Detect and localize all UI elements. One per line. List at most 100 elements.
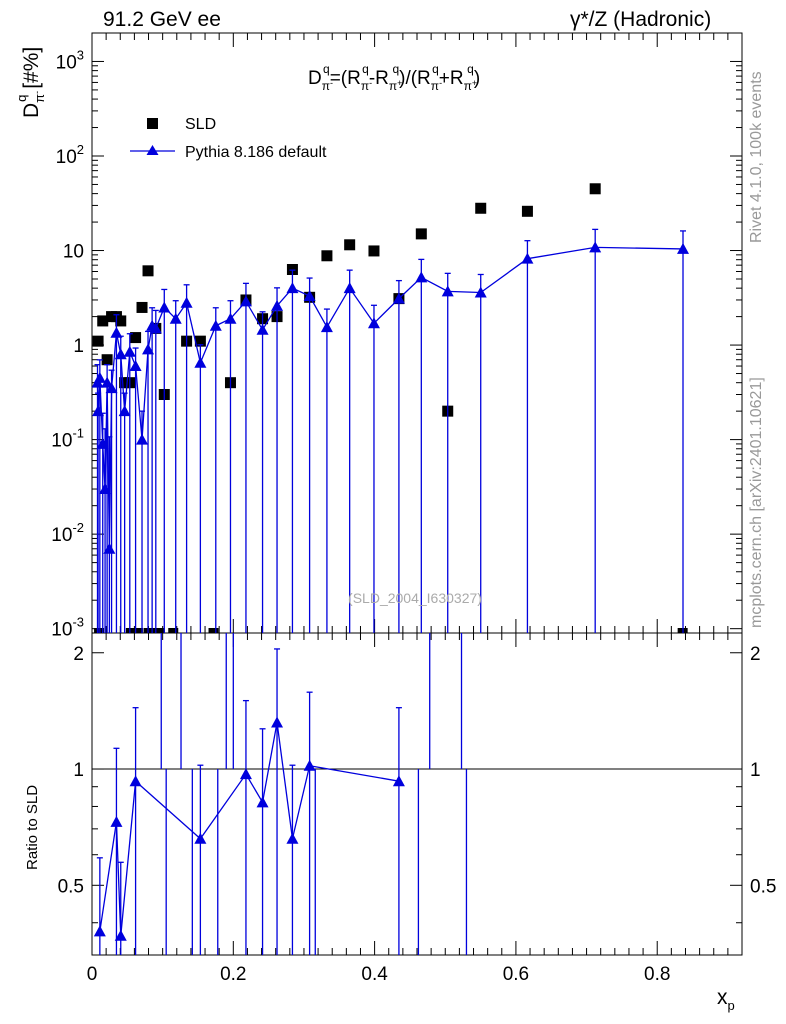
pythia-point bbox=[105, 382, 118, 394]
ratio-point bbox=[110, 815, 123, 827]
x-axis-label: xp bbox=[717, 986, 735, 1013]
sld-point-zero bbox=[132, 628, 143, 633]
y-tick-label: 10 bbox=[63, 242, 84, 263]
y-tick-label: 103 bbox=[56, 47, 84, 73]
pythia-point bbox=[224, 312, 237, 324]
sld-point bbox=[344, 239, 356, 251]
ratio-point bbox=[271, 716, 284, 728]
pythia-point bbox=[136, 433, 149, 445]
ratio-tick-label: 1 bbox=[750, 760, 761, 781]
sld-point-zero bbox=[154, 628, 165, 633]
pythia-point bbox=[129, 360, 142, 372]
pythia-point bbox=[123, 345, 136, 357]
pythia-point bbox=[99, 483, 112, 495]
sld-point-zero bbox=[94, 628, 105, 633]
ratio-point bbox=[239, 768, 252, 780]
sld-point bbox=[136, 301, 148, 313]
sld-point bbox=[101, 354, 113, 366]
ratio-point bbox=[129, 775, 142, 787]
svg-text:xp: xp bbox=[717, 986, 735, 1013]
pythia-point bbox=[392, 292, 405, 304]
ratio-point bbox=[114, 929, 127, 941]
sld-point bbox=[368, 245, 380, 257]
chart-title: Dπ-q=(Rπ-q-Rπ+q)/(Rπ-q+Rπ+q) bbox=[308, 62, 480, 93]
sld-point-zero bbox=[208, 628, 219, 633]
svg-text:Dπ-q [#%]: Dπ-q [#%] bbox=[14, 47, 47, 118]
x-tick-label: 0.2 bbox=[220, 964, 246, 985]
pythia-point bbox=[169, 312, 182, 324]
pythia-point bbox=[114, 348, 127, 360]
x-tick-label: 0.4 bbox=[361, 964, 388, 985]
pythia-point bbox=[96, 437, 109, 449]
ratio-panel-frame bbox=[91, 632, 743, 956]
pythia-point bbox=[149, 322, 162, 334]
ratio-point bbox=[392, 775, 405, 787]
sld-point bbox=[286, 263, 298, 275]
x-tick-label: 0.6 bbox=[503, 964, 529, 985]
ratio-point bbox=[256, 796, 269, 808]
legend: SLD Pythia 8.186 default bbox=[130, 116, 327, 161]
y-axis-label: Dπ-q [#%] bbox=[14, 47, 47, 118]
ratio-tick-label: 2 bbox=[750, 644, 761, 665]
pythia-point bbox=[521, 252, 534, 264]
sld-point bbox=[415, 228, 427, 240]
pythia-point bbox=[271, 299, 284, 311]
ratio-point bbox=[194, 832, 207, 844]
pythia-point bbox=[320, 321, 333, 333]
sld-point bbox=[115, 315, 127, 327]
y-tick-label: 102 bbox=[56, 142, 84, 168]
pythia-point bbox=[589, 241, 602, 253]
ratio-tick-label: 1 bbox=[73, 760, 84, 781]
ratio-point bbox=[286, 832, 299, 844]
chart-axes: 10-3 10-2 10-1 1 10 102 103 0 0.2 0.4 0.6 0.8 0.5 0.5… bbox=[51, 32, 776, 985]
legend-pythia-label: Pythia 8.186 default bbox=[185, 144, 327, 161]
pythia-point bbox=[286, 282, 299, 294]
ratio-point bbox=[303, 759, 316, 771]
pythia-point bbox=[677, 242, 690, 254]
pythia-point bbox=[343, 282, 356, 294]
pythia-point bbox=[180, 296, 193, 308]
ratio-line bbox=[99, 722, 400, 936]
pythia-point bbox=[118, 405, 131, 417]
y-tick-label: 10-3 bbox=[51, 615, 84, 641]
chart-frame bbox=[91, 32, 743, 956]
ratio-tick-label: 0.5 bbox=[58, 876, 84, 897]
sld-point bbox=[475, 202, 487, 214]
sld-point-zero bbox=[149, 628, 160, 633]
ratio-tick-label: 0.5 bbox=[750, 876, 776, 897]
ratio-tick-label: 2 bbox=[73, 644, 84, 665]
sld-point bbox=[521, 205, 533, 217]
pythia-point bbox=[441, 285, 454, 297]
sld-point-zero bbox=[168, 628, 179, 633]
pythia-point bbox=[303, 290, 316, 302]
sld-point bbox=[589, 183, 601, 195]
y-tick-label: 1 bbox=[73, 336, 84, 357]
legend-pythia-marker bbox=[146, 145, 159, 155]
pythia-point bbox=[142, 343, 155, 355]
pythia-point bbox=[158, 301, 171, 313]
sld-point bbox=[97, 315, 109, 327]
pythia-point bbox=[110, 326, 123, 338]
legend-sld-label: SLD bbox=[185, 116, 216, 133]
pythia-point bbox=[194, 356, 207, 368]
pythia-point bbox=[103, 542, 116, 554]
chart-marks bbox=[91, 183, 690, 955]
y-tick-label: 10-2 bbox=[51, 520, 84, 546]
x-tick-label: 0.8 bbox=[644, 964, 670, 985]
y-tick-label: 10-1 bbox=[51, 426, 84, 452]
sld-point bbox=[142, 265, 154, 277]
pythia-point bbox=[239, 295, 252, 307]
header-left: 91.2 GeV ee bbox=[103, 8, 221, 31]
watermark: (SLD_2004_I630327) bbox=[348, 590, 482, 606]
legend-sld-marker bbox=[147, 118, 158, 129]
sld-point bbox=[92, 335, 104, 347]
pythia-point bbox=[474, 286, 487, 298]
header-right: γ*/Z (Hadronic) bbox=[570, 8, 712, 31]
svg-text:Dπ-q=(Rπ-q-Rπ+q)/(Rπ-q+Rπ+q): Dπ-q=(Rπ-q-Rπ+q)/(Rπ-q+Rπ+q) bbox=[308, 62, 480, 93]
sld-point bbox=[194, 335, 206, 347]
pythia-point bbox=[93, 371, 106, 383]
ratio-axis-label: Ratio to SLD bbox=[24, 785, 41, 870]
sld-point bbox=[321, 250, 333, 262]
pythia-point bbox=[256, 323, 269, 335]
